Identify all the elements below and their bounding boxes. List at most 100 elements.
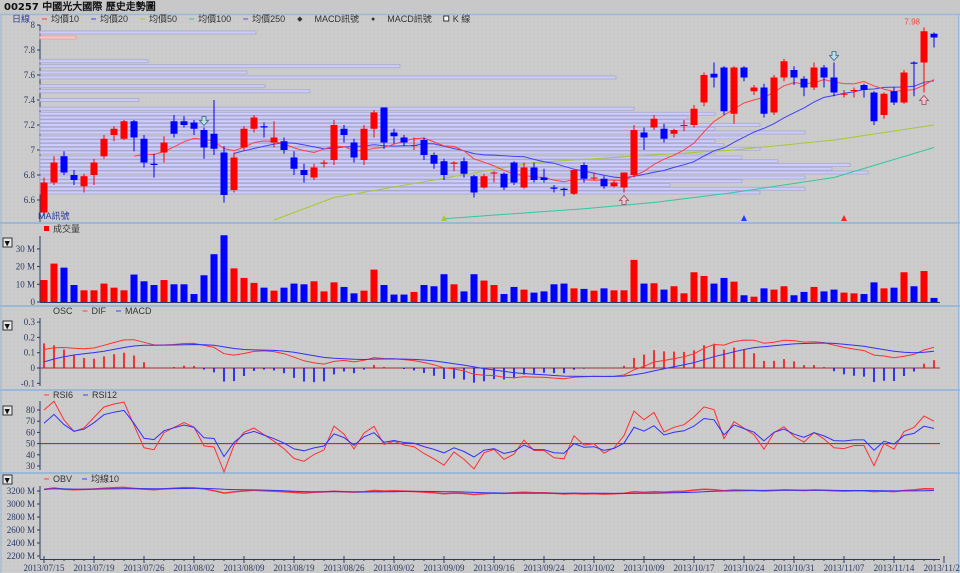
x-tick-label: 2013/09/24 (523, 563, 565, 573)
volume-profile-bar (39, 106, 635, 111)
candle-body (90, 162, 98, 175)
x-tick-label: 2013/10/31 (773, 563, 814, 573)
ma-legend-label: 均價50 (149, 13, 177, 24)
candle-body (810, 67, 818, 88)
price-tick-label: 7.2 (24, 120, 35, 130)
volume-legend-icon (44, 226, 49, 231)
panel-menu-button[interactable] (2, 320, 13, 331)
volume-profile-bar (39, 115, 689, 120)
volume-bar (110, 287, 118, 302)
candle (890, 87, 898, 105)
candle (240, 126, 248, 152)
candle-body (840, 93, 848, 95)
candle-body (700, 75, 708, 103)
macd-tick-label: 0 (31, 363, 36, 373)
candle (930, 32, 938, 48)
x-tick-label: 2013/07/19 (73, 563, 115, 573)
candle-body (530, 167, 538, 180)
candle (800, 76, 808, 97)
candle-body (830, 77, 838, 93)
x-tick-label: 2013/10/17 (673, 563, 715, 573)
panel-separator[interactable] (0, 305, 960, 307)
candle-body (760, 87, 768, 114)
volume-bar (480, 280, 488, 302)
volume-bar (500, 294, 508, 302)
volume-bar (320, 291, 328, 302)
volume-bar (570, 288, 578, 302)
volume-bar (280, 287, 288, 302)
obv-tick-label: 3200 M (7, 486, 35, 496)
candle-body (690, 108, 698, 125)
osc-legend: OSC (53, 306, 73, 316)
volume-bar (820, 291, 828, 302)
volume-profile-bar (39, 183, 671, 187)
volume-profile-bar (39, 59, 149, 64)
x-tick-label: 2013/09/02 (373, 563, 414, 573)
panel-menu-button[interactable] (2, 474, 13, 485)
volume-bar (210, 254, 218, 302)
candle (280, 137, 288, 154)
candle (110, 126, 118, 142)
volume-bar (130, 274, 138, 302)
candle-body (750, 87, 758, 92)
volume-profile-bar (39, 84, 266, 89)
candle (160, 136, 168, 163)
candle (360, 125, 368, 165)
title-bar (0, 0, 960, 14)
volume-profile-bar (39, 170, 869, 175)
volume-bar (640, 283, 648, 302)
period-label[interactable]: 日線 (12, 13, 30, 24)
volume-bar (850, 293, 858, 302)
candle-body (590, 177, 598, 179)
candle-body (740, 67, 748, 78)
candle-body (640, 132, 648, 138)
volume-bar (330, 282, 338, 302)
panel-separator[interactable] (0, 222, 960, 224)
candle-body (660, 128, 668, 139)
ma-legend-items: 均價10 均價20 均價50 均價100 均價250 (42, 13, 285, 24)
candle (150, 153, 158, 178)
candle (790, 66, 798, 85)
candle-body (520, 167, 528, 188)
panel-separator[interactable] (0, 472, 960, 474)
volume-bar (100, 283, 108, 302)
volume-bar (400, 294, 408, 302)
price-tick-label: 6.6 (24, 195, 36, 205)
volume-profile-bar (39, 139, 716, 144)
price-tick-label: 7 (31, 145, 36, 155)
x-tick-label: 2013/08/09 (223, 563, 265, 573)
volume-profile-bar (39, 150, 716, 155)
candle-body (480, 176, 488, 188)
candle (210, 100, 218, 155)
volume-profile-bar (39, 89, 311, 94)
macd-line (43, 342, 935, 377)
volume-bar (390, 294, 398, 302)
volume-profile-bar (39, 166, 833, 171)
panel-separator[interactable] (0, 389, 960, 391)
volume-bar (90, 290, 98, 302)
volume-profile-bar (39, 186, 806, 191)
candle (430, 152, 438, 169)
panel-menu-button[interactable] (2, 405, 13, 416)
chevron-down-icon: ▼ (5, 477, 11, 485)
volume-bar (410, 291, 418, 302)
candle (730, 66, 738, 124)
candle-body (720, 67, 728, 112)
candle (300, 163, 308, 183)
candle (870, 91, 878, 125)
volume-profile-bar (39, 119, 698, 124)
volume-profile-bar (39, 30, 257, 35)
candle-body (900, 72, 908, 103)
candle-body (230, 157, 238, 190)
candle (310, 163, 318, 180)
volume-bar (750, 296, 758, 302)
candle-body (910, 62, 918, 64)
candle (140, 135, 148, 168)
panel-menu-button[interactable] (2, 237, 13, 248)
candle-body (670, 130, 678, 134)
volume-bar (540, 291, 548, 302)
volume-bar (920, 271, 928, 302)
candle (780, 58, 788, 82)
volume-tick-label: 20 M (16, 262, 35, 272)
